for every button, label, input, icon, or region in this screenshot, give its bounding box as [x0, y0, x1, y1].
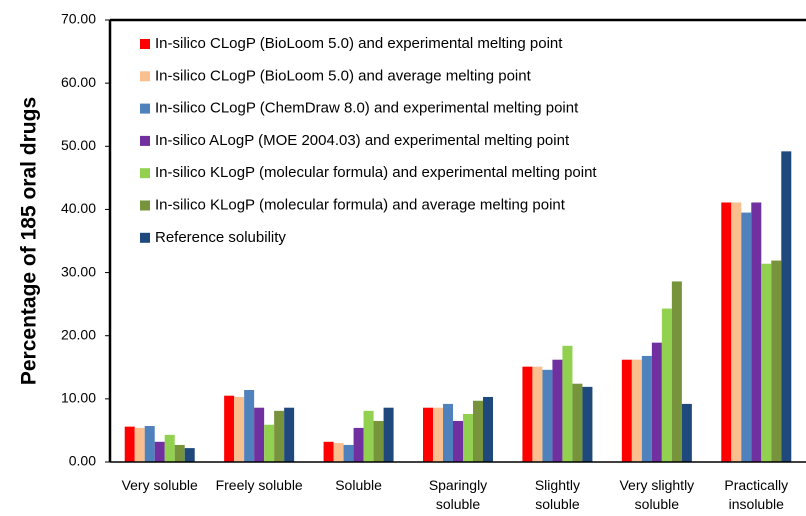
y-tick-label: 30.00 — [61, 263, 96, 279]
legend-swatch — [140, 200, 150, 211]
x-tick-label: Sparingly soluble — [428, 477, 488, 512]
bar — [264, 424, 275, 462]
bar — [134, 427, 145, 462]
bar — [731, 202, 742, 463]
y-tick-label: 60.00 — [61, 74, 96, 90]
y-tick-label: 70.00 — [61, 11, 96, 27]
bar — [463, 414, 473, 462]
legend-label: Reference solubility — [155, 229, 286, 246]
bar — [154, 441, 165, 462]
bar — [552, 359, 563, 462]
bar — [383, 407, 394, 462]
bar — [363, 410, 374, 462]
bar — [473, 400, 483, 462]
legend-swatch — [140, 39, 150, 49]
bar — [323, 441, 334, 462]
bar — [184, 448, 195, 462]
legend-label: In-silico ALogP (MOE 2004.03) and experi… — [155, 132, 570, 149]
bar — [651, 342, 662, 462]
x-tick-label: Freely soluble — [215, 477, 303, 493]
bar — [144, 426, 155, 462]
bar — [641, 355, 652, 462]
bar — [621, 359, 632, 462]
bar — [631, 359, 642, 462]
bar — [234, 396, 245, 462]
bar — [483, 396, 493, 462]
bar — [781, 151, 792, 462]
bar — [741, 212, 752, 462]
x-tick-label: Practically insoluble — [724, 477, 789, 512]
bar — [532, 366, 543, 462]
bar — [761, 263, 772, 462]
legend-swatch — [140, 103, 150, 114]
legend-swatch — [140, 71, 150, 82]
bar — [244, 390, 255, 462]
x-tick-label: Very slightly soluble — [619, 477, 695, 512]
bar — [721, 202, 732, 463]
bar — [124, 426, 135, 462]
y-tick-label: 10.00 — [61, 390, 96, 406]
bar — [174, 444, 185, 462]
legend-swatch — [140, 168, 150, 179]
bar — [751, 202, 762, 463]
bar — [542, 369, 553, 462]
legend-swatch — [140, 232, 150, 243]
x-tick-label: Slightly soluble — [534, 477, 580, 512]
legend-label: In-silico CLogP (BioLoom 5.0) and experi… — [155, 35, 563, 52]
bar — [562, 345, 573, 462]
bar — [433, 407, 443, 462]
bar — [333, 443, 344, 462]
bar — [443, 403, 453, 462]
bar — [343, 444, 354, 462]
y-tick-label: 40.00 — [61, 200, 96, 216]
bar — [582, 386, 593, 462]
legend-label: In-silico KLogP (molecular formula) and … — [155, 196, 566, 213]
legend-label: In-silico CLogP (ChemDraw 8.0) and exper… — [155, 100, 579, 117]
bar — [522, 366, 533, 462]
y-tick-label: 0.00 — [69, 453, 96, 469]
bar — [681, 403, 692, 462]
bar — [373, 420, 384, 462]
bar — [353, 427, 364, 462]
bar — [164, 434, 175, 462]
x-tick-label: Soluble — [335, 477, 382, 493]
x-tick-label: Very soluble — [121, 477, 198, 493]
bar — [284, 407, 295, 462]
bar — [224, 395, 235, 462]
bar — [572, 383, 583, 462]
y-tick-label: 20.00 — [61, 326, 96, 342]
legend-label: In-silico KLogP (molecular formula) and … — [155, 164, 597, 181]
bar — [671, 281, 682, 462]
bar — [771, 260, 782, 462]
legend-label: In-silico CLogP (BioLoom 5.0) and averag… — [155, 67, 532, 84]
bar — [453, 420, 463, 462]
bar — [423, 407, 433, 462]
y-axis-title: Percentage of 185 oral drugs — [18, 97, 41, 385]
bar — [274, 410, 285, 462]
legend-swatch — [140, 135, 150, 146]
bar — [661, 308, 672, 462]
bar — [254, 407, 265, 462]
y-tick-label: 50.00 — [61, 137, 96, 153]
